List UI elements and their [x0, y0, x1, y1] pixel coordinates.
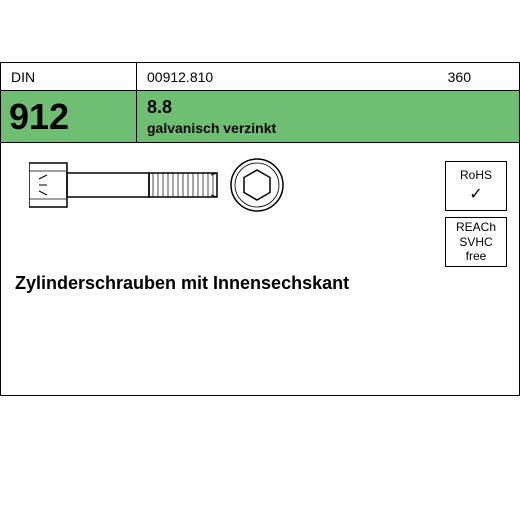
standard-label: DIN: [1, 63, 137, 90]
rohs-label: RoHS: [460, 168, 492, 182]
rohs-badge: RoHS ✓: [445, 161, 507, 211]
reach-line2: SVHC: [459, 235, 492, 249]
diagram-area: Zylinderschrauben mit Innensechskant: [1, 143, 519, 323]
finish-label: galvanisch verzinkt: [147, 120, 519, 136]
header-row: DIN 00912.810 360: [1, 63, 519, 91]
spec-details: 8.8 galvanisch verzinkt: [137, 91, 519, 142]
reach-line3: free: [466, 249, 487, 263]
part-number: 00912.810: [137, 63, 439, 90]
product-title: Zylinderschrauben mit Innensechskant: [15, 273, 349, 294]
check-icon: ✓: [469, 185, 482, 204]
hex-socket-front-icon: [229, 157, 285, 213]
din-number: 912: [9, 99, 69, 135]
product-spec-card: DIN 00912.810 360 912 8.8 galvanisch ver…: [0, 62, 520, 396]
spec-row: 912 8.8 galvanisch verzinkt: [1, 91, 519, 143]
reach-line1: REACh: [456, 220, 496, 234]
din-number-cell: 912: [1, 91, 137, 142]
reach-badge: REACh SVHC free: [445, 217, 507, 267]
strength-grade: 8.8: [147, 97, 519, 118]
header-code: 360: [439, 63, 519, 90]
screw-side-view-icon: [29, 157, 219, 213]
